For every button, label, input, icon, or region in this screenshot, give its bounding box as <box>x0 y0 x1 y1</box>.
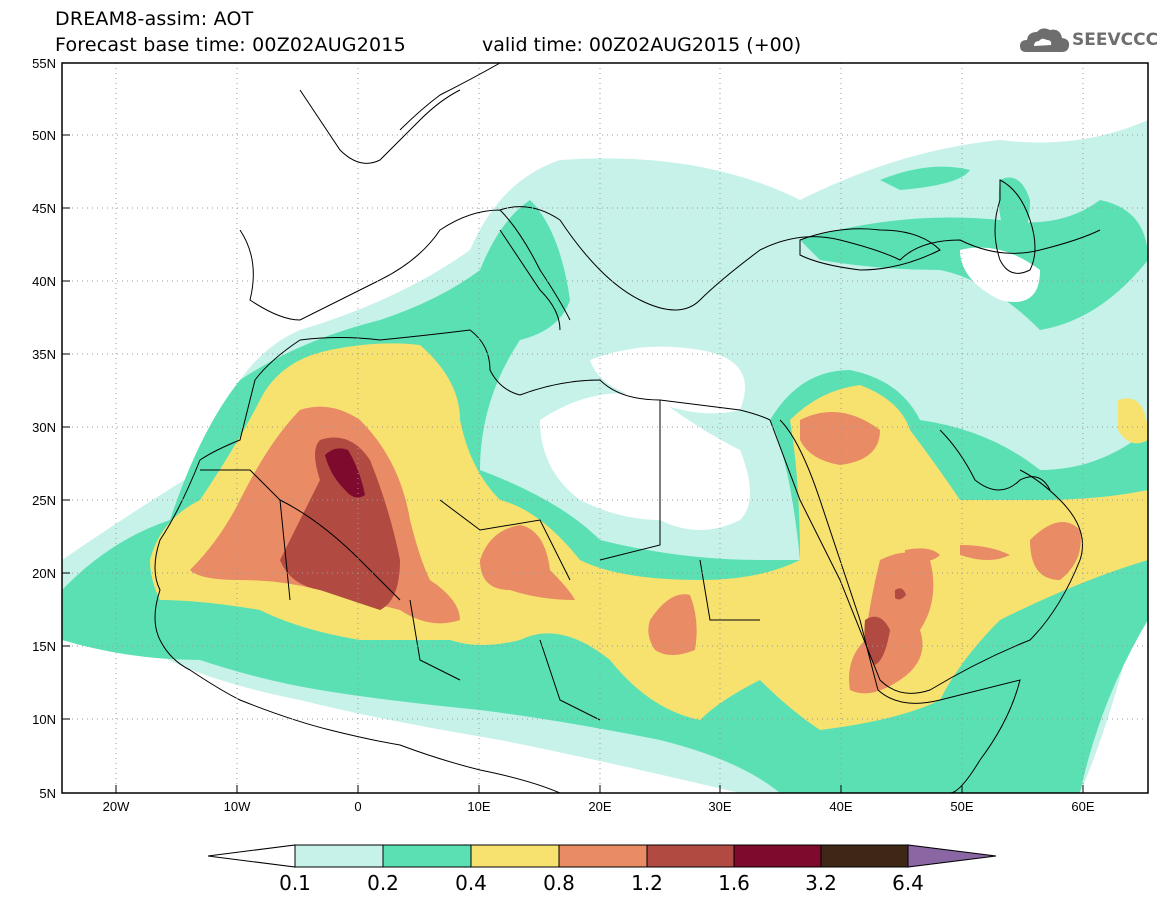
lon-label: 50E <box>950 799 973 814</box>
lat-label: 5N <box>39 786 56 801</box>
lat-label: 15N <box>32 639 56 654</box>
colorbar-label: 1.6 <box>718 871 750 895</box>
lon-label: 30E <box>708 799 731 814</box>
colorbar-box <box>820 844 909 868</box>
lat-label: 25N <box>32 493 56 508</box>
colorbar-label: 0.4 <box>455 871 487 895</box>
map-title: DREAM8-assim: AOT <box>55 8 254 30</box>
logo-text: SEEVCCC <box>1072 30 1159 50</box>
lat-label: 30N <box>32 420 56 435</box>
lat-label: 35N <box>32 347 56 362</box>
lon-label: 0 <box>354 799 361 814</box>
map-frame <box>61 62 1149 794</box>
valid-time: valid time: 00Z02AUG2015 (+00) <box>482 34 802 56</box>
colorbar-lower-extension <box>207 844 296 868</box>
lon-label: 20W <box>103 799 130 814</box>
colorbar-label: 0.8 <box>543 871 575 895</box>
colorbar-box <box>646 844 735 868</box>
colorbar-box <box>294 844 384 868</box>
colorbar-label: 6.4 <box>892 871 924 895</box>
lon-label: 10E <box>467 799 490 814</box>
lat-label: 10N <box>32 712 56 727</box>
colorbar-label: 0.1 <box>279 871 311 895</box>
lon-label: 20E <box>588 799 611 814</box>
colorbar-label: 0.2 <box>367 871 399 895</box>
colorbar-box <box>733 844 822 868</box>
colorbar-box <box>470 844 560 868</box>
lat-label: 50N <box>32 128 56 143</box>
colorbar-box <box>382 844 472 868</box>
lon-label: 40E <box>829 799 852 814</box>
aot-field <box>62 120 1148 793</box>
lat-label: 45N <box>32 201 56 216</box>
colorbar-label: 3.2 <box>805 871 837 895</box>
colorbar: 0.1 0.2 0.4 0.8 1.2 1.6 3.2 6.4 <box>207 844 997 895</box>
gridlines <box>62 63 1148 793</box>
forecast-base-time: Forecast base time: 00Z02AUG2015 <box>55 34 406 56</box>
lat-label: 55N <box>32 56 56 71</box>
lat-label: 20N <box>32 566 56 581</box>
colorbar-upper-extension <box>907 844 997 868</box>
lat-labels: 5N 10N 15N 20N 25N 30N 35N 40N 45N 50N 5… <box>32 56 56 801</box>
lon-labels: 20W 10W 0 10E 20E 30E 40E 50E 60E <box>103 799 1095 814</box>
lon-label: 10W <box>224 799 251 814</box>
colorbar-label: 1.2 <box>631 871 663 895</box>
lat-label: 40N <box>32 274 56 289</box>
lon-label: 60E <box>1071 799 1094 814</box>
tick-marks <box>62 62 1084 794</box>
colorbar-box <box>558 844 648 868</box>
coastlines <box>154 63 1101 793</box>
cloud-logo-icon <box>1020 28 1070 52</box>
